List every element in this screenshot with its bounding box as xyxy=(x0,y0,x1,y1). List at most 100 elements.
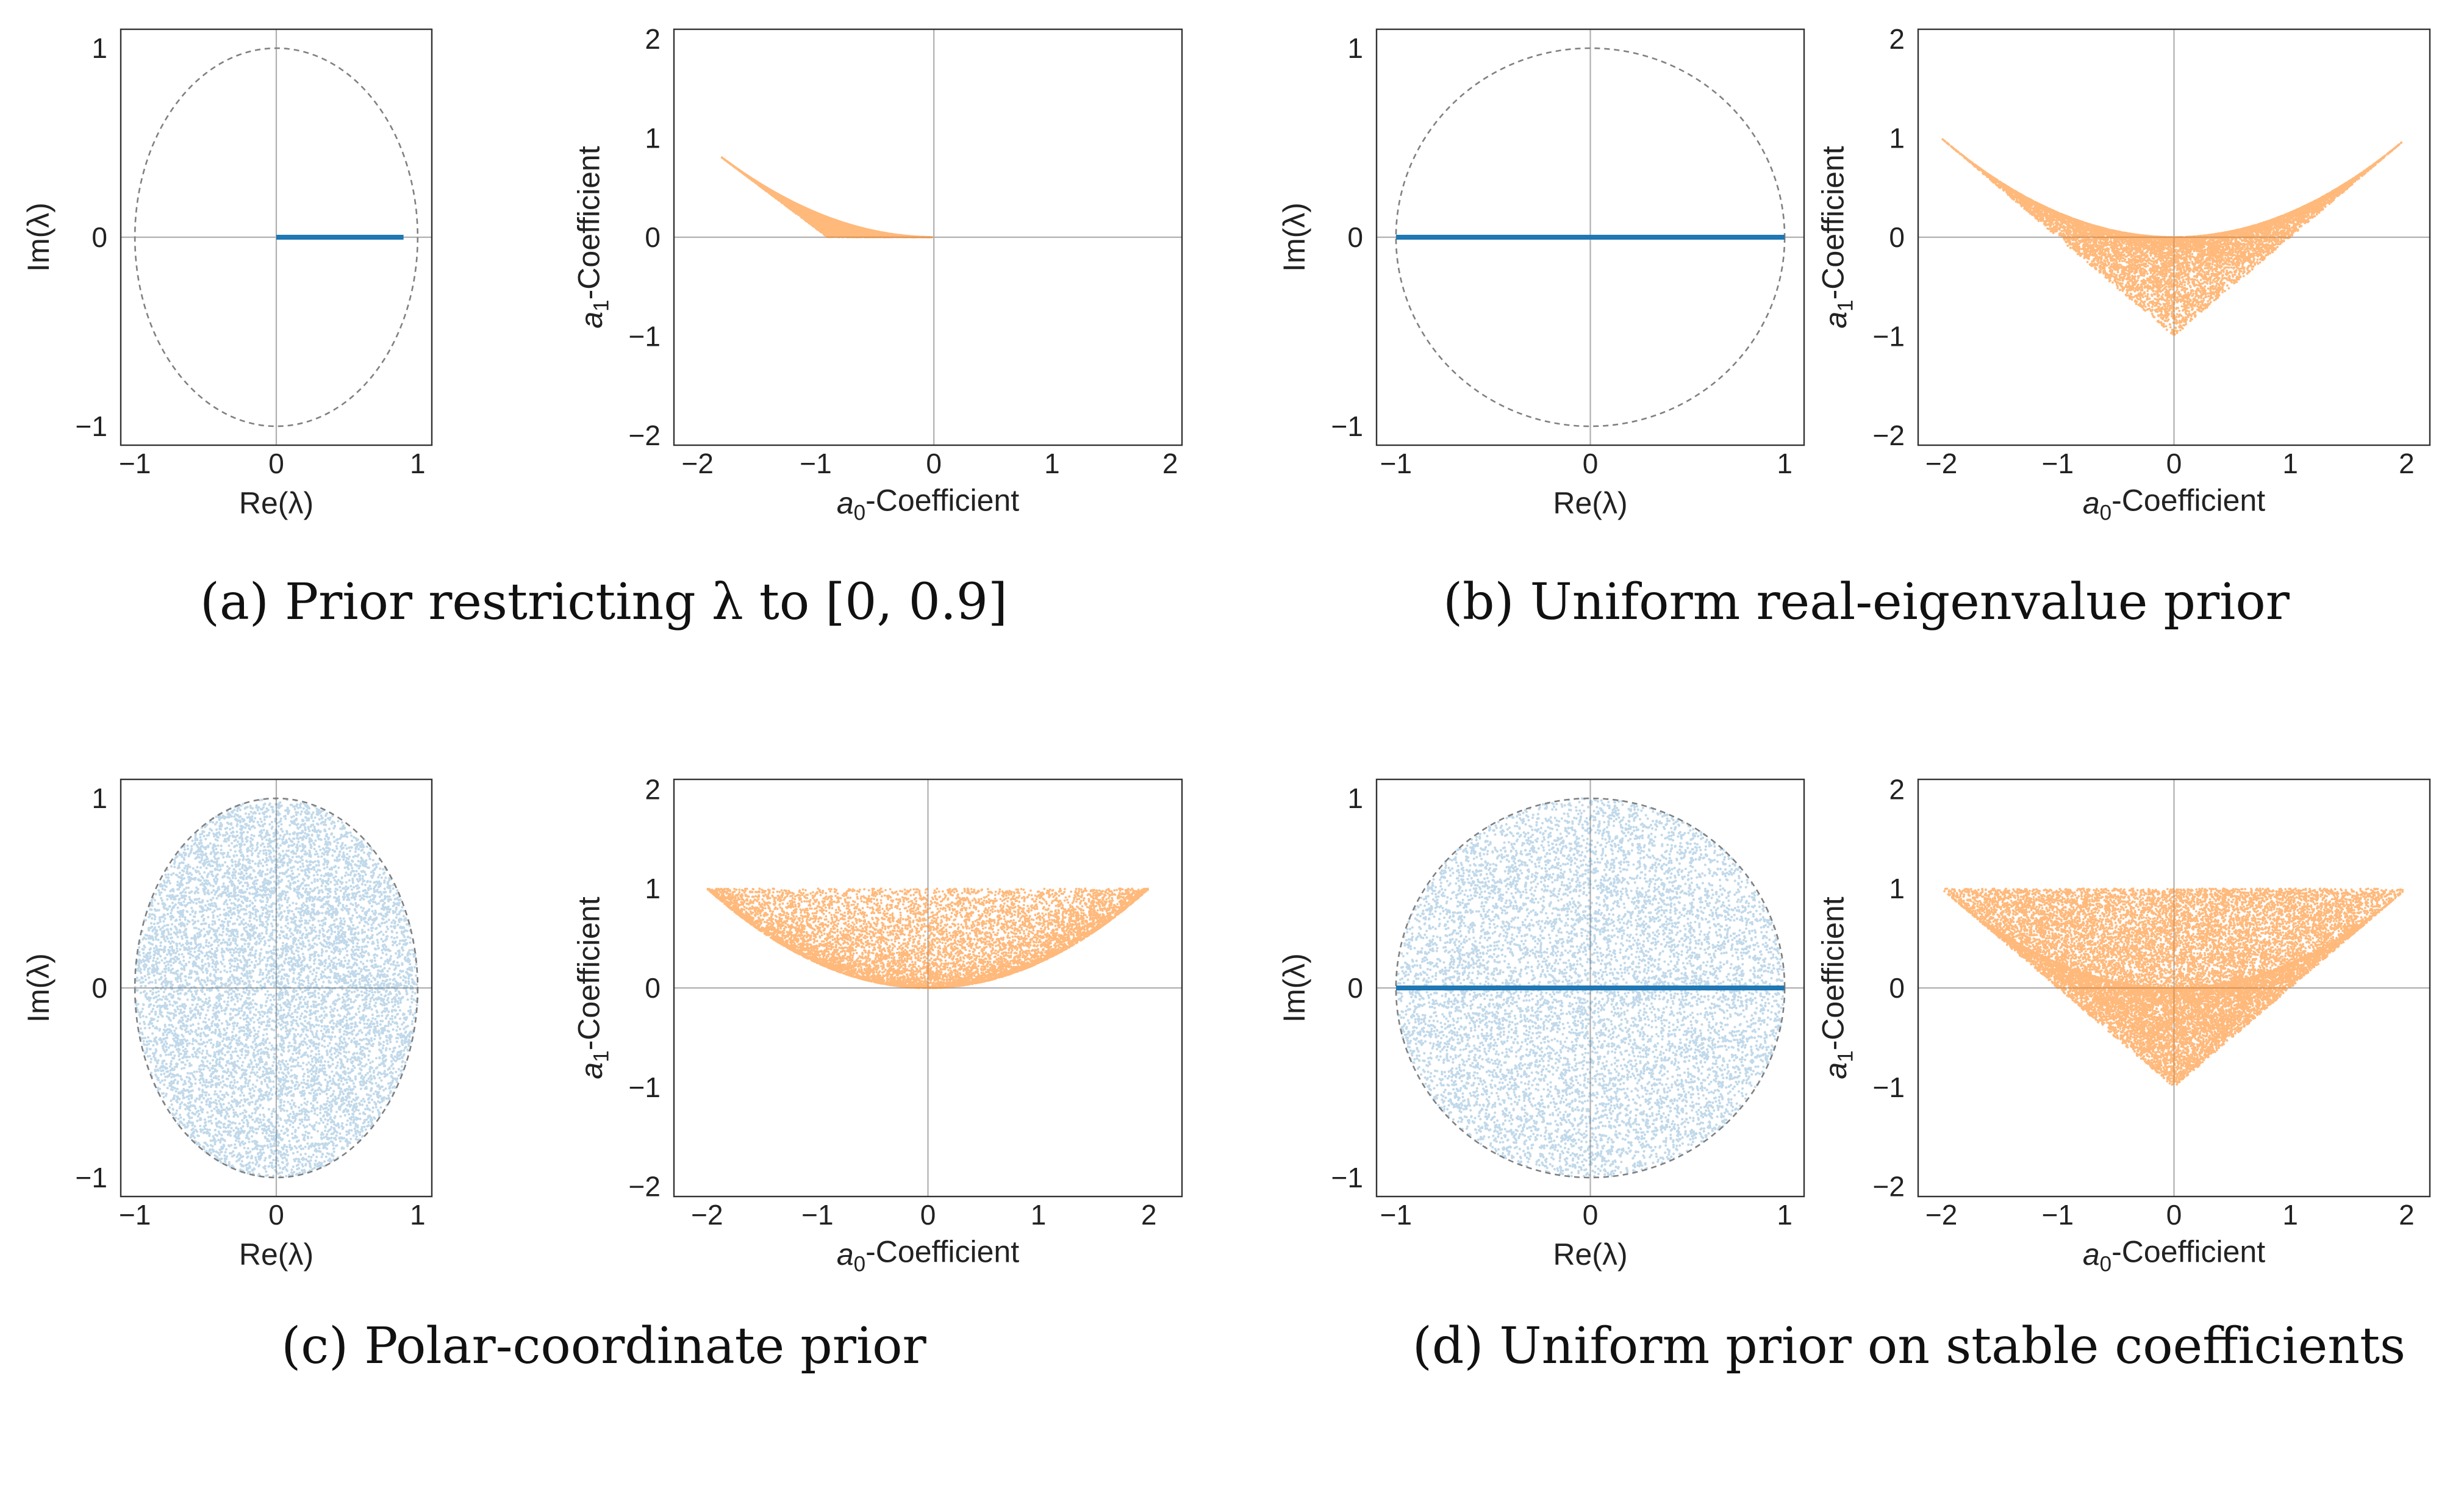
x-axis-label: a0-Coefficient xyxy=(837,1235,1019,1276)
panels-layer: −1 0 1 −1 0 1 Re(λ) Im(λ) −2 −1 0 1 2 −2 −1 0 1 2 a0-Coeff… xyxy=(21,23,2431,1276)
panel-a-eigen: −1 0 1 −1 0 1 Re(λ) Im(λ) xyxy=(21,28,433,520)
x-tick-label: −2 xyxy=(1925,1199,1957,1231)
x-tick-label: 2 xyxy=(2399,1199,2415,1231)
y-tick-label: −1 xyxy=(1331,1162,1363,1193)
plot-area xyxy=(1377,779,1804,1197)
panel-c-coeff: −2 −1 0 1 2 −2 −1 0 1 2 a0-Coefficient a1-Coefficie… xyxy=(572,773,1183,1276)
x-tick-label: 0 xyxy=(268,1199,284,1231)
x-tick-label: −1 xyxy=(1380,448,1412,479)
y-tick-label: −2 xyxy=(629,420,661,451)
y-tick-label: 0 xyxy=(1889,221,1905,253)
y-tick-label: 0 xyxy=(91,972,107,1004)
x-tick-label: −1 xyxy=(119,1199,151,1231)
y-tick-label: 0 xyxy=(1347,221,1363,253)
captions-layer: (a) Prior restricting λ to [0, 0.9] (b) … xyxy=(200,573,2405,1375)
x-axis-label: a0-Coefficient xyxy=(837,484,1019,525)
panel-b-coeff: −2 −1 0 1 2 −2 −1 0 1 2 a0-Coefficient a1-Coefficie… xyxy=(1816,23,2431,525)
x-tick-label: 0 xyxy=(926,448,942,479)
y-tick-label: 1 xyxy=(1889,873,1905,904)
eigenvalue-scatter-points xyxy=(134,798,419,1178)
coefficient-scatter-points xyxy=(1941,138,2403,336)
x-axis-label: Re(λ) xyxy=(1553,486,1627,520)
x-tick-label: −1 xyxy=(119,448,151,479)
coefficient-scatter-points xyxy=(1943,887,2404,1086)
y-axis-label: a1-Coefficient xyxy=(572,146,614,328)
y-tick-label: 0 xyxy=(1889,972,1905,1004)
x-tick-label: 0 xyxy=(268,448,284,479)
y-tick-label: 0 xyxy=(645,221,661,253)
x-tick-label: −1 xyxy=(801,1199,833,1231)
caption-b: (b) Uniform real-eigenvalue prior xyxy=(1443,573,2290,631)
panel-d-coeff: −2 −1 0 1 2 −2 −1 0 1 2 a0-Coefficient a1-Coefficie… xyxy=(1816,773,2431,1276)
y-tick-label: −1 xyxy=(76,410,107,442)
x-tick-label: 0 xyxy=(920,1199,936,1231)
x-tick-label: −2 xyxy=(1925,448,1957,479)
unit-circle xyxy=(134,797,419,1179)
panel-b-eigen: −1 0 1 −1 0 1 Re(λ) Im(λ) xyxy=(1277,28,1805,520)
y-tick-label: 2 xyxy=(1889,773,1905,805)
x-axis-label: a0-Coefficient xyxy=(2083,484,2265,525)
x-tick-label: 1 xyxy=(410,1199,426,1231)
y-tick-label: −1 xyxy=(1331,410,1363,442)
y-tick-label: 1 xyxy=(1347,32,1363,64)
x-tick-label: 1 xyxy=(1777,1199,1792,1231)
x-tick-label: −1 xyxy=(2042,448,2074,479)
x-tick-label: −1 xyxy=(800,448,831,479)
y-tick-label: 2 xyxy=(645,773,661,805)
panel-c-eigen: −1 0 1 −1 0 1 Re(λ) Im(λ) xyxy=(21,778,433,1272)
y-tick-label: 1 xyxy=(1347,782,1363,814)
coefficient-scatter-points xyxy=(706,887,1149,989)
panel-d-eigen: −1 0 1 −1 0 1 Re(λ) Im(λ) xyxy=(1277,778,1805,1272)
x-tick-label: 1 xyxy=(2282,1199,2298,1231)
x-tick-label: −2 xyxy=(682,448,714,479)
y-tick-label: 1 xyxy=(91,32,107,64)
axes-frame xyxy=(120,778,433,1198)
y-tick-label: 0 xyxy=(1347,972,1363,1004)
y-tick-label: 1 xyxy=(91,782,107,814)
x-tick-label: 0 xyxy=(2166,1199,2182,1231)
caption-c: (c) Polar-coordinate prior xyxy=(281,1317,926,1375)
x-tick-label: 1 xyxy=(410,448,426,479)
y-axis-label: Im(λ) xyxy=(21,953,56,1023)
axes-frame xyxy=(673,778,1183,1198)
y-axis-label: Im(λ) xyxy=(1277,953,1311,1023)
x-axis-label: Re(λ) xyxy=(1553,1237,1627,1272)
x-axis-label: a0-Coefficient xyxy=(2083,1235,2265,1276)
y-axis-label: a1-Coefficient xyxy=(572,896,614,1079)
x-tick-label: 0 xyxy=(2166,448,2182,479)
y-tick-label: −1 xyxy=(629,1071,661,1103)
y-axis-label: Im(λ) xyxy=(21,202,56,272)
y-tick-label: −1 xyxy=(1873,1071,1905,1103)
y-axis-label: a1-Coefficient xyxy=(1816,896,1858,1079)
axes-frame xyxy=(120,28,433,446)
y-tick-label: −2 xyxy=(1873,1171,1905,1203)
x-tick-label: 2 xyxy=(1141,1199,1157,1231)
y-axis-label: Im(λ) xyxy=(1277,202,1311,272)
x-tick-label: 2 xyxy=(2399,448,2415,479)
plot-area xyxy=(121,29,432,445)
y-tick-label: −2 xyxy=(629,1171,661,1203)
plot-area xyxy=(1918,779,2430,1197)
plot-area xyxy=(121,779,432,1197)
y-tick-label: 2 xyxy=(1889,23,1905,55)
caption-d: (d) Uniform prior on stable coefficients xyxy=(1413,1317,2405,1375)
x-axis-label: Re(λ) xyxy=(239,486,313,520)
panel-a-coeff: −2 −1 0 1 2 −2 −1 0 1 2 a0-Coefficient a1-Coefficie… xyxy=(572,23,1183,525)
y-tick-label: −1 xyxy=(1873,320,1905,352)
x-tick-label: 1 xyxy=(1777,448,1792,479)
y-tick-label: 1 xyxy=(645,873,661,904)
x-axis-label: Re(λ) xyxy=(239,1237,313,1272)
x-tick-label: 2 xyxy=(1162,448,1178,479)
plot-area xyxy=(674,779,1182,1197)
axes-frame xyxy=(1375,28,1805,446)
unit-circle xyxy=(134,47,419,428)
plot-area xyxy=(1918,29,2430,445)
plot-area xyxy=(1377,29,1804,445)
y-tick-label: 2 xyxy=(645,23,661,55)
y-tick-label: −2 xyxy=(1873,420,1905,451)
x-tick-label: 1 xyxy=(1044,448,1060,479)
x-tick-label: 1 xyxy=(2282,448,2298,479)
y-tick-label: 0 xyxy=(645,972,661,1004)
